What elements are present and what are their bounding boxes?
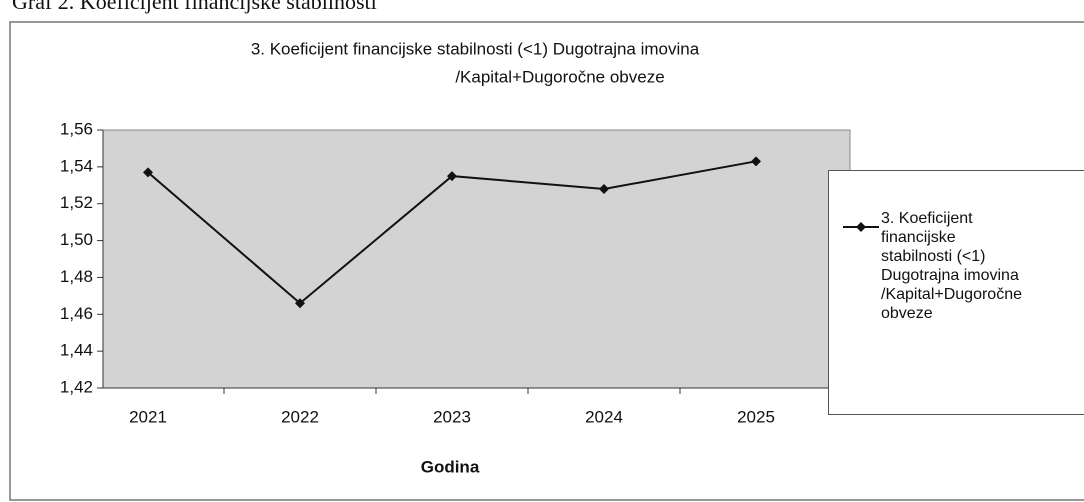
x-axis-label: Godina [421, 457, 480, 476]
x-tick-label: 2021 [129, 407, 167, 426]
point [143, 167, 153, 178]
y-tick-label: 1,48 [60, 267, 93, 286]
y-tick-label: 1,54 [60, 156, 93, 175]
plot-area [102, 129, 851, 389]
point [599, 183, 609, 194]
point [447, 171, 457, 182]
x-tick-label: 2025 [737, 407, 775, 426]
y-tick-label: 1,42 [60, 377, 93, 396]
point [751, 156, 761, 167]
chart-frame [9, 21, 1084, 501]
y-tick-label: 1,46 [60, 304, 93, 323]
plot [102, 129, 851, 389]
y-tick-label: 1,44 [60, 341, 93, 360]
y-tick-label: 1,50 [60, 230, 93, 249]
legend-key [843, 222, 879, 232]
chart-title: /Kapital+Dugoročne obveze [455, 67, 664, 86]
legend-label: 3. Koeficijent financijske stabilnosti (… [881, 210, 1022, 322]
point [295, 298, 305, 309]
x-tick-label: 2023 [433, 407, 471, 426]
y-tick-label: 1,56 [60, 119, 93, 138]
x-tick-label: 2022 [281, 407, 319, 426]
legend-marker [856, 222, 866, 232]
y-tick-label: 1,52 [60, 193, 93, 212]
legend: 3. Koeficijent financijske stabilnosti (… [828, 170, 1084, 415]
chart-title: 3. Koeficijent financijske stabilnosti (… [251, 39, 700, 58]
x-tick-label: 2024 [585, 407, 623, 426]
caption: Graf 2. Koeficijent financijske stabilno… [12, 0, 377, 14]
